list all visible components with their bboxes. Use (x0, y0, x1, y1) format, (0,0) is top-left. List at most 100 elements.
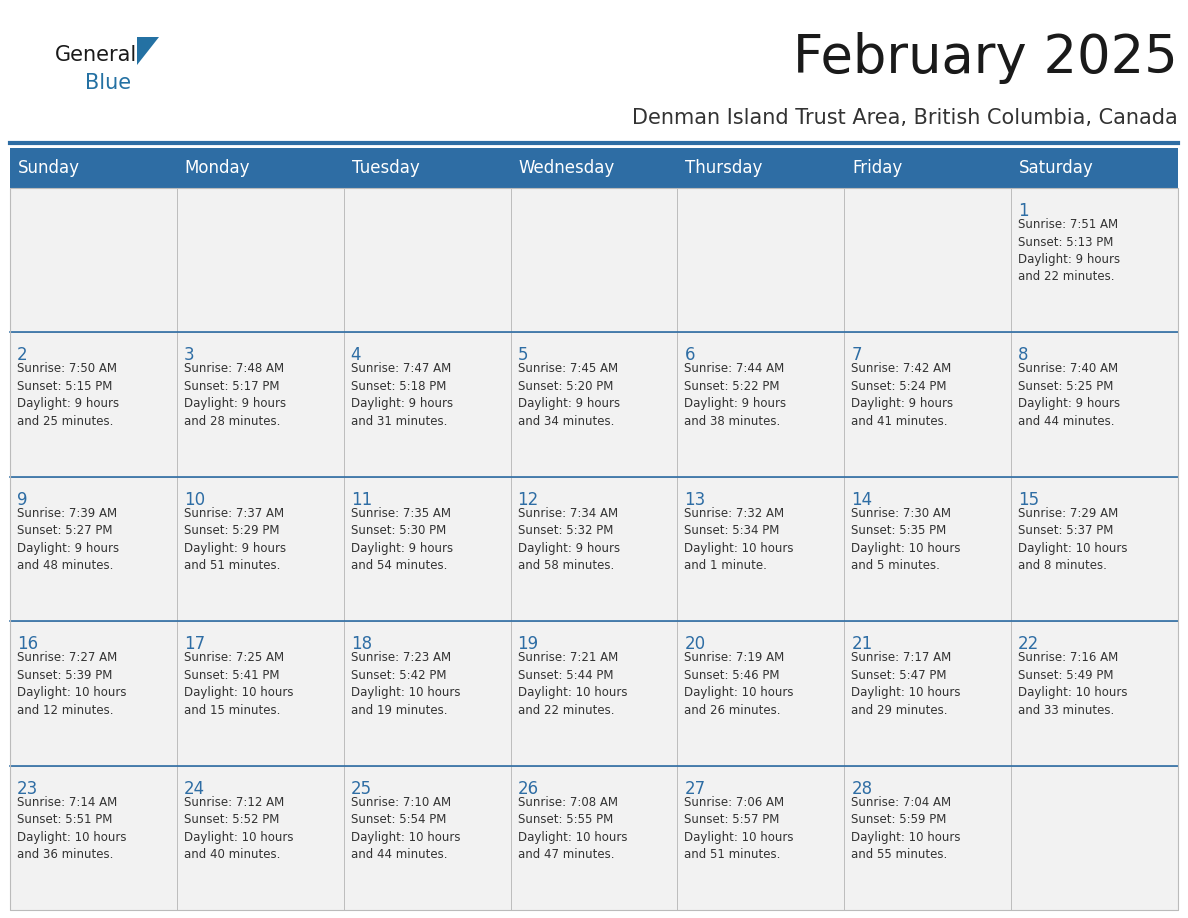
Bar (511, 621, 677, 766)
Text: Sunrise: 7:08 AM
Sunset: 5:55 PM
Daylight: 10 hours
and 47 minutes.: Sunrise: 7:08 AM Sunset: 5:55 PM Dayligh… (518, 796, 627, 861)
Bar (10, 332, 177, 476)
Text: Sunrise: 7:39 AM
Sunset: 5:27 PM
Daylight: 9 hours
and 48 minutes.: Sunrise: 7:39 AM Sunset: 5:27 PM Dayligh… (17, 507, 119, 572)
Bar (511, 766, 677, 910)
Bar (1011, 332, 1178, 476)
Bar (845, 766, 1011, 910)
Text: Sunrise: 7:06 AM
Sunset: 5:57 PM
Daylight: 10 hours
and 51 minutes.: Sunrise: 7:06 AM Sunset: 5:57 PM Dayligh… (684, 796, 794, 861)
Text: Sunrise: 7:45 AM
Sunset: 5:20 PM
Daylight: 9 hours
and 34 minutes.: Sunrise: 7:45 AM Sunset: 5:20 PM Dayligh… (518, 363, 620, 428)
Text: Sunrise: 7:17 AM
Sunset: 5:47 PM
Daylight: 10 hours
and 29 minutes.: Sunrise: 7:17 AM Sunset: 5:47 PM Dayligh… (852, 651, 961, 717)
Text: 27: 27 (684, 779, 706, 798)
Text: 5: 5 (518, 346, 529, 364)
Text: Sunrise: 7:32 AM
Sunset: 5:34 PM
Daylight: 10 hours
and 1 minute.: Sunrise: 7:32 AM Sunset: 5:34 PM Dayligh… (684, 507, 794, 572)
Text: 7: 7 (852, 346, 861, 364)
Text: Sunrise: 7:34 AM
Sunset: 5:32 PM
Daylight: 9 hours
and 58 minutes.: Sunrise: 7:34 AM Sunset: 5:32 PM Dayligh… (518, 507, 620, 572)
Text: Sunrise: 7:23 AM
Sunset: 5:42 PM
Daylight: 10 hours
and 19 minutes.: Sunrise: 7:23 AM Sunset: 5:42 PM Dayligh… (350, 651, 460, 717)
Bar (343, 188, 511, 332)
Text: Tuesday: Tuesday (352, 159, 419, 177)
Bar (343, 332, 511, 476)
Polygon shape (137, 37, 159, 65)
Text: 16: 16 (17, 635, 38, 654)
Text: 8: 8 (1018, 346, 1029, 364)
Bar (677, 332, 845, 476)
Bar (177, 766, 343, 910)
Text: Sunrise: 7:19 AM
Sunset: 5:46 PM
Daylight: 10 hours
and 26 minutes.: Sunrise: 7:19 AM Sunset: 5:46 PM Dayligh… (684, 651, 794, 717)
Text: 3: 3 (184, 346, 195, 364)
Text: 17: 17 (184, 635, 206, 654)
Bar (343, 766, 511, 910)
Text: 14: 14 (852, 491, 872, 509)
Text: Sunday: Sunday (18, 159, 80, 177)
Bar (1011, 188, 1178, 332)
Text: Sunrise: 7:51 AM
Sunset: 5:13 PM
Daylight: 9 hours
and 22 minutes.: Sunrise: 7:51 AM Sunset: 5:13 PM Dayligh… (1018, 218, 1120, 284)
Text: Sunrise: 7:12 AM
Sunset: 5:52 PM
Daylight: 10 hours
and 40 minutes.: Sunrise: 7:12 AM Sunset: 5:52 PM Dayligh… (184, 796, 293, 861)
Text: Sunrise: 7:14 AM
Sunset: 5:51 PM
Daylight: 10 hours
and 36 minutes.: Sunrise: 7:14 AM Sunset: 5:51 PM Dayligh… (17, 796, 126, 861)
Text: Sunrise: 7:37 AM
Sunset: 5:29 PM
Daylight: 9 hours
and 51 minutes.: Sunrise: 7:37 AM Sunset: 5:29 PM Dayligh… (184, 507, 286, 572)
Bar (177, 188, 343, 332)
Bar (10, 148, 1178, 188)
Text: Wednesday: Wednesday (519, 159, 615, 177)
Text: Sunrise: 7:27 AM
Sunset: 5:39 PM
Daylight: 10 hours
and 12 minutes.: Sunrise: 7:27 AM Sunset: 5:39 PM Dayligh… (17, 651, 126, 717)
Text: 1: 1 (1018, 202, 1029, 220)
Text: Sunrise: 7:21 AM
Sunset: 5:44 PM
Daylight: 10 hours
and 22 minutes.: Sunrise: 7:21 AM Sunset: 5:44 PM Dayligh… (518, 651, 627, 717)
Bar (177, 476, 343, 621)
Text: Blue: Blue (86, 73, 131, 93)
Text: 15: 15 (1018, 491, 1040, 509)
Text: 25: 25 (350, 779, 372, 798)
Bar (1011, 621, 1178, 766)
Text: 4: 4 (350, 346, 361, 364)
Text: Sunrise: 7:10 AM
Sunset: 5:54 PM
Daylight: 10 hours
and 44 minutes.: Sunrise: 7:10 AM Sunset: 5:54 PM Dayligh… (350, 796, 460, 861)
Text: Thursday: Thursday (685, 159, 763, 177)
Text: 26: 26 (518, 779, 538, 798)
Bar (511, 332, 677, 476)
Text: Sunrise: 7:47 AM
Sunset: 5:18 PM
Daylight: 9 hours
and 31 minutes.: Sunrise: 7:47 AM Sunset: 5:18 PM Dayligh… (350, 363, 453, 428)
Bar (10, 188, 1178, 910)
Text: 23: 23 (17, 779, 38, 798)
Text: Saturday: Saturday (1019, 159, 1094, 177)
Text: Sunrise: 7:35 AM
Sunset: 5:30 PM
Daylight: 9 hours
and 54 minutes.: Sunrise: 7:35 AM Sunset: 5:30 PM Dayligh… (350, 507, 453, 572)
Bar (511, 476, 677, 621)
Text: Sunrise: 7:25 AM
Sunset: 5:41 PM
Daylight: 10 hours
and 15 minutes.: Sunrise: 7:25 AM Sunset: 5:41 PM Dayligh… (184, 651, 293, 717)
Bar (343, 621, 511, 766)
Bar (10, 188, 177, 332)
Bar (177, 332, 343, 476)
Bar (677, 476, 845, 621)
Text: February 2025: February 2025 (794, 32, 1178, 84)
Bar (845, 621, 1011, 766)
Bar (10, 621, 177, 766)
Bar (10, 766, 177, 910)
Text: 19: 19 (518, 635, 538, 654)
Bar (677, 621, 845, 766)
Text: 24: 24 (184, 779, 206, 798)
Text: 20: 20 (684, 635, 706, 654)
Text: 21: 21 (852, 635, 872, 654)
Text: 18: 18 (350, 635, 372, 654)
Text: 9: 9 (17, 491, 27, 509)
Text: Sunrise: 7:30 AM
Sunset: 5:35 PM
Daylight: 10 hours
and 5 minutes.: Sunrise: 7:30 AM Sunset: 5:35 PM Dayligh… (852, 507, 961, 572)
Text: General: General (55, 45, 138, 65)
Bar (845, 332, 1011, 476)
Bar (1011, 766, 1178, 910)
Bar (1011, 476, 1178, 621)
Bar (845, 476, 1011, 621)
Text: Sunrise: 7:48 AM
Sunset: 5:17 PM
Daylight: 9 hours
and 28 minutes.: Sunrise: 7:48 AM Sunset: 5:17 PM Dayligh… (184, 363, 286, 428)
Text: Sunrise: 7:16 AM
Sunset: 5:49 PM
Daylight: 10 hours
and 33 minutes.: Sunrise: 7:16 AM Sunset: 5:49 PM Dayligh… (1018, 651, 1127, 717)
Text: 2: 2 (17, 346, 27, 364)
Text: Denman Island Trust Area, British Columbia, Canada: Denman Island Trust Area, British Columb… (632, 108, 1178, 128)
Bar (845, 188, 1011, 332)
Text: Sunrise: 7:40 AM
Sunset: 5:25 PM
Daylight: 9 hours
and 44 minutes.: Sunrise: 7:40 AM Sunset: 5:25 PM Dayligh… (1018, 363, 1120, 428)
Bar (177, 621, 343, 766)
Text: Sunrise: 7:44 AM
Sunset: 5:22 PM
Daylight: 9 hours
and 38 minutes.: Sunrise: 7:44 AM Sunset: 5:22 PM Dayligh… (684, 363, 786, 428)
Text: 12: 12 (518, 491, 539, 509)
Text: Sunrise: 7:29 AM
Sunset: 5:37 PM
Daylight: 10 hours
and 8 minutes.: Sunrise: 7:29 AM Sunset: 5:37 PM Dayligh… (1018, 507, 1127, 572)
Bar (511, 188, 677, 332)
Bar (677, 188, 845, 332)
Bar (343, 476, 511, 621)
Bar (677, 766, 845, 910)
Text: Sunrise: 7:42 AM
Sunset: 5:24 PM
Daylight: 9 hours
and 41 minutes.: Sunrise: 7:42 AM Sunset: 5:24 PM Dayligh… (852, 363, 954, 428)
Text: Friday: Friday (852, 159, 903, 177)
Text: Sunrise: 7:04 AM
Sunset: 5:59 PM
Daylight: 10 hours
and 55 minutes.: Sunrise: 7:04 AM Sunset: 5:59 PM Dayligh… (852, 796, 961, 861)
Text: Monday: Monday (185, 159, 251, 177)
Text: 10: 10 (184, 491, 206, 509)
Text: 28: 28 (852, 779, 872, 798)
Bar (10, 476, 177, 621)
